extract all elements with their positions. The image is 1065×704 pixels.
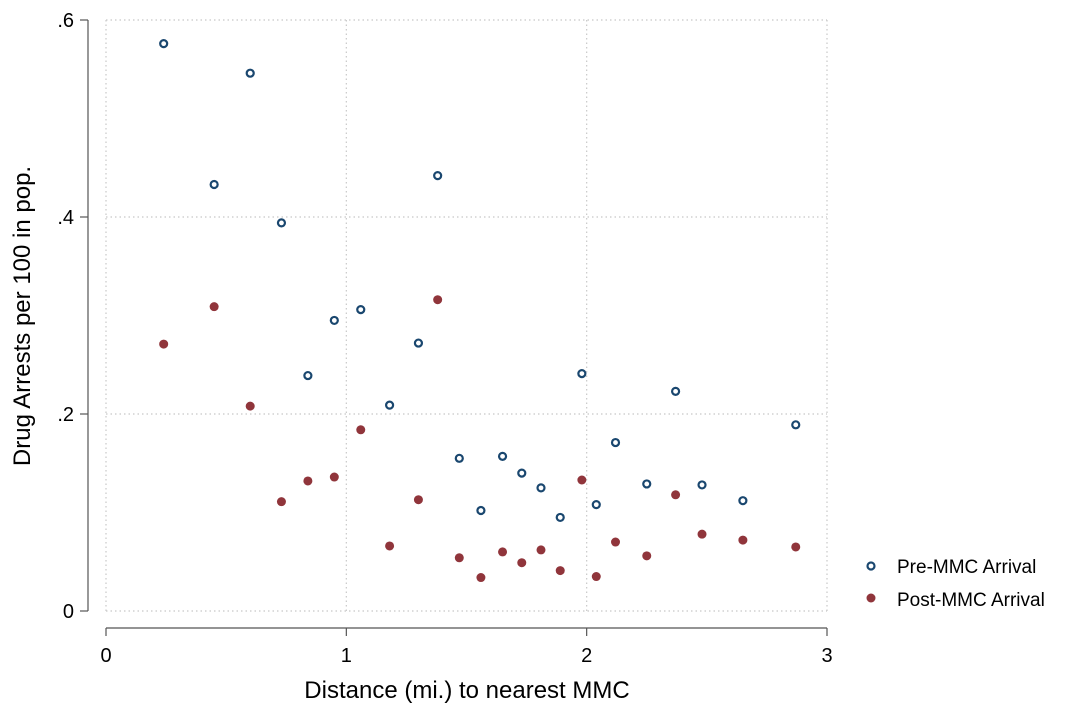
legend: Pre-MMC Arrival Post-MMC Arrival — [866, 557, 1045, 611]
pre-mmc-point — [209, 179, 219, 190]
post-mmc-point — [697, 529, 707, 539]
tick-marks — [80, 19, 828, 636]
tick-labels: 0 .2 .4 .6 0 1 2 3 — [57, 10, 832, 667]
pre-mmc-point — [670, 386, 681, 396]
pre-mmc-point — [555, 512, 565, 523]
pre-mmc-point — [433, 171, 443, 181]
post-mmc-point — [476, 573, 486, 583]
post-mmc-point — [413, 495, 423, 505]
post-mmc-point — [671, 490, 681, 500]
y-tick-label: .4 — [57, 207, 74, 229]
post-mmc-point — [276, 497, 286, 507]
pre-mmc-point — [329, 315, 339, 326]
pre-mmc-point — [517, 468, 527, 478]
pre-mmc-point — [476, 505, 486, 516]
pre-mmc-point — [245, 68, 255, 78]
post-mmc-point — [245, 401, 255, 411]
pre-mmc-point — [577, 369, 587, 379]
post-mmc-point — [433, 295, 443, 305]
post-mmc-point — [329, 472, 339, 482]
pre-mmc-point — [497, 451, 508, 461]
post-mmc-point — [209, 302, 219, 312]
post-mmc-point — [517, 558, 527, 568]
y-tick-label: .6 — [57, 10, 74, 32]
post-mmc-point — [611, 537, 621, 547]
x-tick-label: 2 — [581, 645, 592, 667]
post-mmc-point — [303, 476, 313, 486]
post-mmc-point — [385, 541, 395, 551]
data-points — [159, 39, 801, 583]
y-axis-title: Drug Arrests per 100 in pop. — [9, 166, 36, 466]
legend-label-pre-mmc: Pre-MMC Arrival — [897, 557, 1036, 578]
x-axis-title: Distance (mi.) to nearest MMC — [304, 677, 629, 704]
x-tick-label: 1 — [341, 645, 352, 667]
y-tick-label: .2 — [57, 404, 74, 426]
post-mmc-point — [791, 542, 801, 552]
legend-marker-pre-mmc — [866, 561, 876, 571]
pre-mmc-point — [610, 437, 621, 448]
pre-mmc-point — [356, 304, 366, 315]
axes — [87, 20, 827, 629]
pre-mmc-point — [303, 370, 313, 381]
post-mmc-point — [738, 535, 748, 545]
pre-mmc-point — [738, 496, 748, 506]
pre-mmc-point — [642, 479, 652, 489]
post-mmc-point — [555, 566, 565, 576]
post-mmc-point — [536, 545, 546, 555]
post-mmc-point — [454, 553, 464, 563]
pre-mmc-point — [791, 420, 801, 430]
x-tick-label: 0 — [100, 645, 111, 667]
pre-mmc-point — [384, 400, 395, 410]
y-tick-label: 0 — [63, 601, 74, 623]
pre-mmc-point — [159, 39, 169, 49]
post-mmc-point — [577, 475, 587, 485]
post-mmc-point — [642, 551, 652, 561]
pre-mmc-point — [536, 483, 546, 493]
pre-mmc-point — [276, 218, 287, 228]
legend-label-post-mmc: Post-MMC Arrival — [897, 590, 1045, 611]
post-mmc-point — [356, 425, 366, 435]
post-mmc-point — [591, 572, 601, 582]
pre-mmc-point — [413, 338, 424, 348]
pre-mmc-point — [697, 480, 707, 490]
post-mmc-point — [159, 339, 169, 349]
pre-mmc-point — [591, 500, 601, 510]
post-mmc-point — [498, 547, 508, 557]
grid-lines — [105, 19, 828, 612]
pre-mmc-point — [454, 453, 464, 463]
legend-marker-post-mmc — [866, 593, 876, 603]
x-tick-label: 3 — [821, 645, 832, 667]
